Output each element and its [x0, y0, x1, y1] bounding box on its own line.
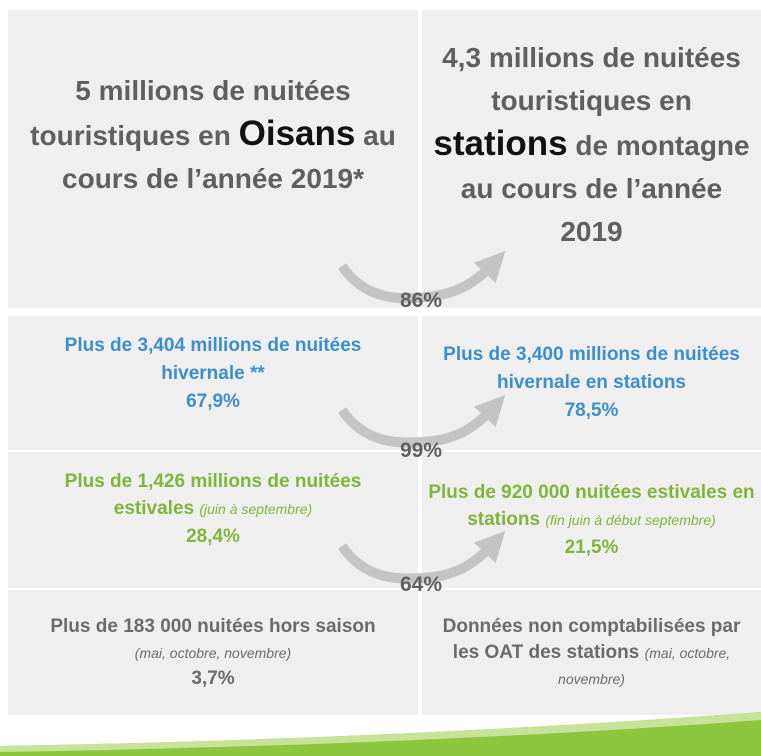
headline: 4,3 millions de nuitées touristiques en …: [432, 36, 752, 253]
headline: 5 millions de nuitées touristiques en Oi…: [28, 69, 398, 200]
cell: 5 millions de nuitées touristiques en Oi…: [8, 10, 418, 308]
note: (mai, octobre, novembre): [558, 644, 731, 687]
cell: Plus de 183 000 nuitées hors saison (mai…: [8, 590, 418, 715]
percentage: 99%: [400, 439, 443, 462]
share: 3,7%: [191, 667, 235, 689]
text: 5 millions de nuitées touristiques en: [30, 74, 351, 151]
cell: Plus de 3,400 millions de nuitées hivern…: [422, 316, 761, 450]
text: Données non comptabilisées par les OAT d…: [442, 615, 741, 663]
share: 78,5%: [564, 400, 619, 421]
cell: 4,3 millions de nuitées touristiques en …: [422, 10, 761, 308]
text: Plus de 183 000 nuitées hors saison: [50, 615, 376, 637]
text: Plus de 183 000 nuitées hors saison (mai…: [43, 614, 383, 666]
share: 67,9%: [186, 391, 240, 412]
share: 28,4%: [186, 526, 240, 547]
percentage: 86%: [400, 289, 443, 312]
note: (juin à septembre): [199, 501, 313, 517]
text: Plus de 920 000 nuitées estivales en sta…: [427, 479, 757, 534]
note: (fin juin à début septembre): [545, 512, 716, 528]
swoosh: [0, 712, 761, 756]
share: 21,5%: [564, 537, 619, 558]
note: (mai, octobre, novembre): [134, 644, 292, 661]
text: au cours de l’année 2019*: [62, 119, 396, 194]
text: Plus de 1,426 millions de nuitées estiva…: [23, 468, 403, 523]
highlight: Oisans: [238, 113, 356, 153]
swoosh-light: [0, 712, 761, 752]
text: Données non comptabilisées par les OAT d…: [437, 614, 747, 692]
cell: Plus de 920 000 nuitées estivales en sta…: [422, 452, 761, 588]
text: Plus de 3,400 millions de nuitées hivern…: [443, 344, 740, 393]
cell: Plus de 3,404 millions de nuitées hivern…: [8, 316, 418, 450]
highlight: stations: [433, 123, 568, 163]
text: de montagne au cours de l’année 2019: [460, 129, 750, 247]
text: 4,3 millions de nuitées touristiques en: [442, 41, 741, 116]
text: Plus de 920 000 nuitées estivales en sta…: [428, 482, 755, 530]
text: Plus de 3,404 millions de nuitées hivern…: [64, 335, 362, 384]
text: Plus de 1,426 millions de nuitées estiva…: [64, 471, 362, 519]
cell: Données non comptabilisées par les OAT d…: [422, 590, 761, 715]
cell: Plus de 1,426 millions de nuitées estiva…: [8, 452, 418, 588]
percentage: 64%: [400, 573, 443, 596]
